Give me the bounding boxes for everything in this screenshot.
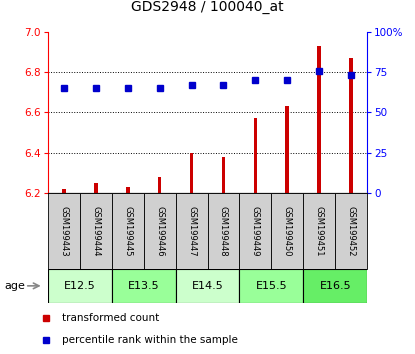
Text: GSM199447: GSM199447: [187, 206, 196, 256]
Text: age: age: [4, 281, 25, 291]
Bar: [271, 193, 303, 269]
Bar: [112, 269, 176, 303]
Bar: [335, 193, 367, 269]
Bar: [126, 187, 129, 193]
Bar: [222, 157, 225, 193]
Bar: [286, 106, 289, 193]
Text: E14.5: E14.5: [192, 281, 223, 291]
Text: E15.5: E15.5: [256, 281, 287, 291]
Bar: [80, 193, 112, 269]
Bar: [48, 193, 80, 269]
Text: E16.5: E16.5: [320, 281, 351, 291]
Bar: [303, 193, 335, 269]
Text: GSM199443: GSM199443: [59, 206, 68, 256]
Bar: [158, 177, 161, 193]
Bar: [317, 46, 321, 193]
Text: GSM199450: GSM199450: [283, 206, 292, 256]
Text: GSM199449: GSM199449: [251, 206, 260, 256]
Bar: [303, 269, 367, 303]
Bar: [144, 193, 176, 269]
Text: GSM199451: GSM199451: [315, 206, 324, 256]
Bar: [239, 193, 271, 269]
Bar: [48, 269, 112, 303]
Bar: [112, 193, 144, 269]
Bar: [208, 193, 239, 269]
Text: percentile rank within the sample: percentile rank within the sample: [62, 335, 238, 345]
Bar: [94, 183, 98, 193]
Bar: [349, 58, 353, 193]
Text: GSM199445: GSM199445: [123, 206, 132, 256]
Bar: [239, 269, 303, 303]
Text: GSM199446: GSM199446: [155, 206, 164, 256]
Bar: [176, 269, 239, 303]
Text: GSM199452: GSM199452: [347, 206, 356, 256]
Bar: [254, 119, 257, 193]
Bar: [176, 193, 208, 269]
Bar: [190, 153, 193, 193]
Text: E13.5: E13.5: [128, 281, 159, 291]
Text: GDS2948 / 100040_at: GDS2948 / 100040_at: [131, 0, 284, 14]
Text: GSM199444: GSM199444: [91, 206, 100, 256]
Text: transformed count: transformed count: [62, 313, 160, 323]
Bar: [62, 189, 66, 193]
Text: E12.5: E12.5: [64, 281, 95, 291]
Text: GSM199448: GSM199448: [219, 206, 228, 256]
